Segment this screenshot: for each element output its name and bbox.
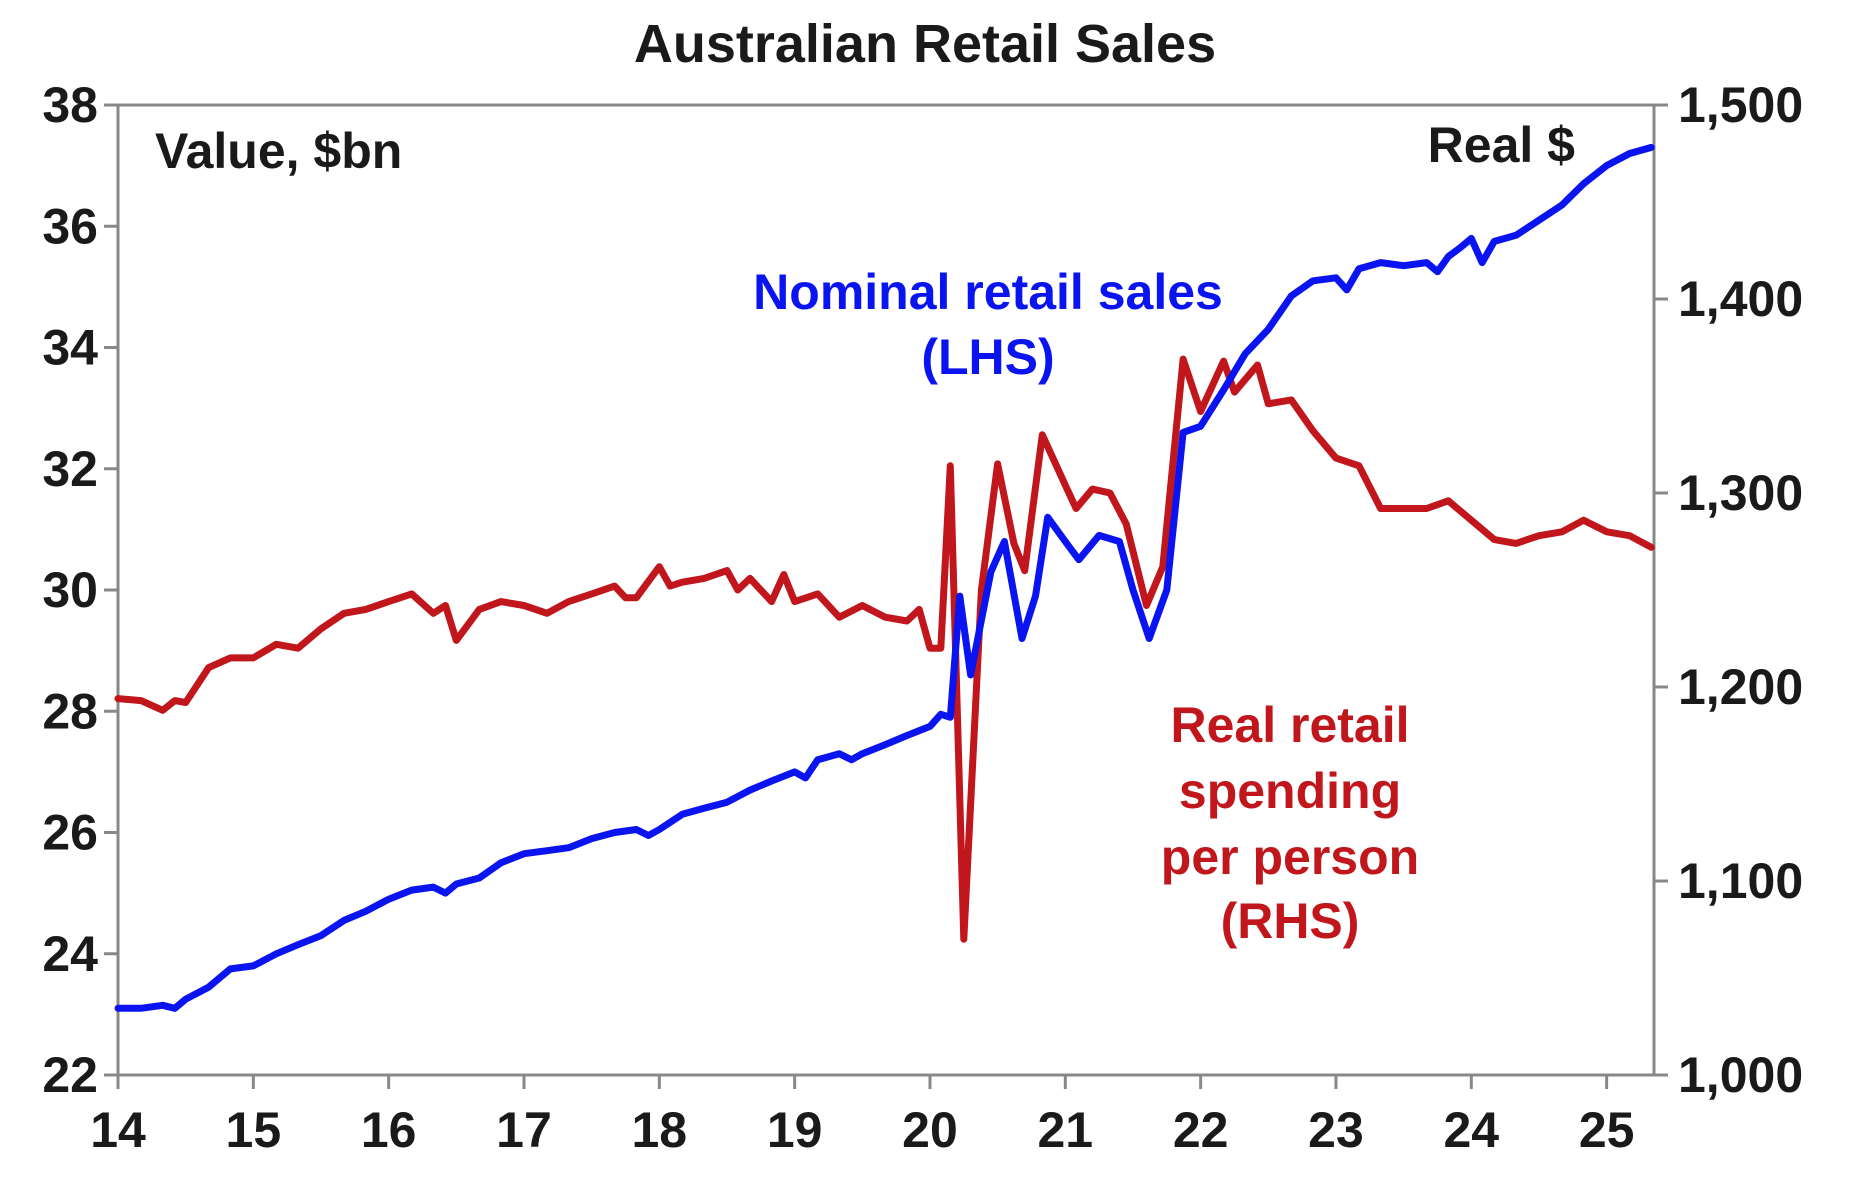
right-axis: 1,000 1,100 1,200 1,300 1,400 1,500	[1654, 77, 1803, 1103]
x-axis: 14 15 16 17 18 19 20 21 22 23 24 25	[90, 1075, 1634, 1158]
left-tick-label: 36	[42, 198, 98, 254]
nominal-series-label-line-1: Nominal retail sales	[753, 264, 1223, 320]
left-axis-unit: Value, $bn	[155, 123, 402, 179]
real-series-label-line-4: (RHS)	[1221, 893, 1360, 949]
real-retail-spending-line	[114, 355, 1655, 943]
x-tick-label: 24	[1443, 1102, 1499, 1158]
left-tick-label: 34	[42, 320, 98, 376]
x-tick-label: 22	[1173, 1102, 1229, 1158]
x-tick-label: 15	[226, 1102, 282, 1158]
right-tick-label: 1,300	[1678, 465, 1803, 521]
x-tick-label: 21	[1038, 1102, 1094, 1158]
left-tick-label: 22	[42, 1047, 98, 1103]
x-tick-label: 17	[496, 1102, 552, 1158]
right-tick-label: 1,200	[1678, 659, 1803, 715]
x-tick-label: 20	[902, 1102, 958, 1158]
right-tick-label: 1,100	[1678, 853, 1803, 909]
x-tick-label: 19	[767, 1102, 823, 1158]
nominal-series-label-line-2: (LHS)	[921, 329, 1054, 385]
x-tick-label: 16	[361, 1102, 417, 1158]
left-tick-label: 28	[42, 683, 98, 739]
right-tick-label: 1,500	[1678, 77, 1803, 133]
x-tick-label: 14	[90, 1102, 146, 1158]
right-tick-label: 1,400	[1678, 271, 1803, 327]
real-series-label-line-2: spending	[1179, 763, 1401, 819]
left-axis: 22 24 26 28 30 32 34 36 38	[42, 77, 118, 1103]
left-tick-label: 26	[42, 805, 98, 861]
series-layer	[114, 143, 1655, 1012]
right-tick-label: 1,000	[1678, 1047, 1803, 1103]
left-tick-label: 30	[42, 562, 98, 618]
x-tick-label: 25	[1579, 1102, 1635, 1158]
left-tick-label: 24	[42, 926, 98, 982]
chart-title: Australian Retail Sales	[634, 14, 1216, 74]
x-tick-label: 23	[1308, 1102, 1364, 1158]
real-series-label-line-3: per person	[1161, 829, 1419, 885]
real-series-label-line-1: Real retail	[1170, 697, 1409, 753]
left-tick-label: 32	[42, 441, 98, 497]
left-tick-label: 38	[42, 77, 98, 133]
right-axis-unit: Real $	[1428, 117, 1576, 173]
nominal-retail-sales-line	[114, 143, 1655, 1012]
x-tick-label: 18	[632, 1102, 688, 1158]
